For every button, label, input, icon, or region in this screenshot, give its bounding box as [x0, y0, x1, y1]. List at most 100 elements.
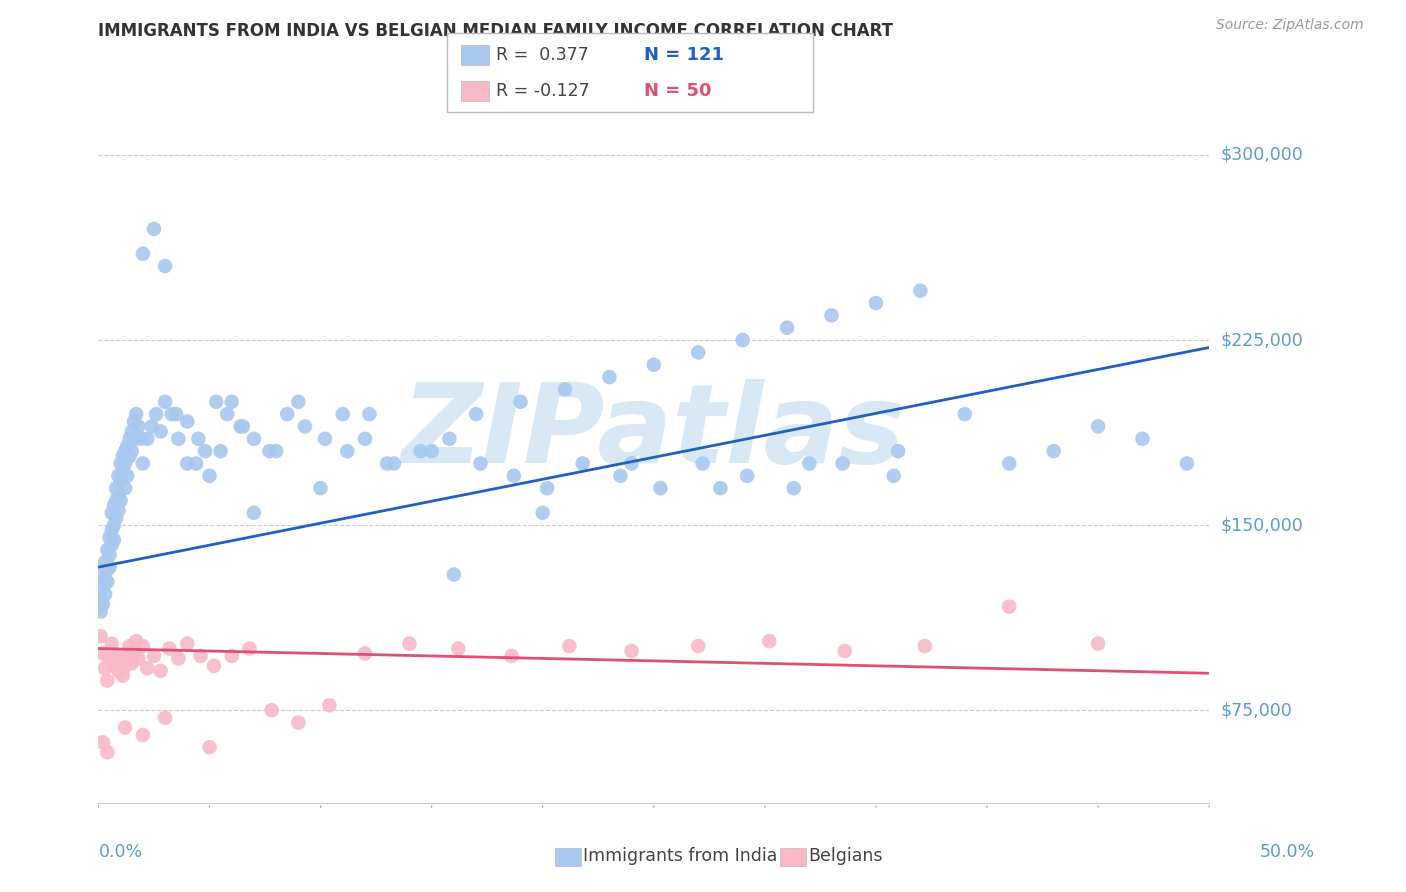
Point: [420, 444, 443, 458]
Point: [443, 567, 465, 582]
Point: [554, 383, 576, 397]
Text: Source: ZipAtlas.com: Source: ZipAtlas.com: [1216, 18, 1364, 32]
Point: [125, 407, 148, 421]
Point: [276, 407, 298, 421]
Point: [127, 651, 149, 665]
Point: [90, 605, 112, 619]
Point: [187, 432, 209, 446]
Point: [887, 444, 910, 458]
Point: [783, 481, 806, 495]
Point: [260, 703, 283, 717]
Point: [121, 657, 143, 671]
Point: [238, 641, 260, 656]
Point: [465, 407, 488, 421]
Point: [294, 419, 316, 434]
Point: [110, 457, 132, 471]
Point: [865, 296, 887, 310]
Point: [1042, 444, 1064, 458]
Point: [96, 542, 118, 557]
Point: [692, 457, 714, 471]
Point: [111, 669, 134, 683]
Point: [105, 648, 128, 663]
Point: [318, 698, 340, 713]
Point: [609, 468, 631, 483]
Point: [447, 641, 470, 656]
Point: [375, 457, 398, 471]
Point: [470, 457, 492, 471]
Point: [100, 523, 122, 537]
Point: [221, 648, 243, 663]
Point: [132, 639, 155, 653]
Text: N = 121: N = 121: [644, 46, 724, 64]
Point: [143, 222, 166, 236]
Point: [620, 644, 643, 658]
Point: [620, 457, 643, 471]
Point: [287, 715, 309, 730]
Point: [264, 444, 287, 458]
Point: [103, 533, 125, 547]
Point: [107, 503, 129, 517]
Point: [731, 333, 754, 347]
Point: [354, 432, 377, 446]
Point: [127, 419, 149, 434]
Point: [149, 664, 172, 678]
Point: [910, 284, 932, 298]
Point: [799, 457, 821, 471]
Point: [122, 647, 145, 661]
Point: [758, 634, 780, 648]
Text: $75,000: $75,000: [1220, 701, 1292, 719]
Point: [176, 637, 198, 651]
Point: [118, 639, 141, 653]
Point: [132, 728, 155, 742]
Point: [314, 432, 336, 446]
Point: [382, 457, 405, 471]
Point: [332, 407, 354, 421]
Point: [98, 531, 121, 545]
Point: [205, 394, 228, 409]
Text: 0.0%: 0.0%: [98, 843, 142, 861]
Point: [110, 493, 132, 508]
Point: [501, 648, 523, 663]
Point: [98, 548, 121, 562]
Point: [98, 560, 121, 574]
Point: [114, 457, 136, 471]
Point: [129, 432, 152, 446]
Point: [287, 394, 309, 409]
Point: [100, 637, 122, 651]
Point: [114, 658, 136, 673]
Point: [111, 464, 134, 478]
Point: [776, 320, 799, 334]
Point: [110, 654, 132, 668]
Point: [1132, 432, 1154, 446]
Point: [998, 457, 1021, 471]
Point: [96, 673, 118, 688]
Point: [190, 648, 212, 663]
Point: [125, 634, 148, 648]
Point: [105, 481, 128, 495]
Point: [883, 468, 905, 483]
Point: [94, 573, 117, 587]
Point: [688, 345, 710, 359]
Point: [1087, 637, 1109, 651]
Point: [121, 425, 143, 439]
Point: [359, 407, 381, 421]
Point: [834, 644, 856, 658]
Point: [94, 587, 117, 601]
Point: [91, 647, 114, 661]
Point: [103, 518, 125, 533]
Text: Belgians: Belgians: [808, 847, 883, 865]
Point: [103, 499, 125, 513]
Point: [121, 444, 143, 458]
Point: [117, 648, 139, 663]
Point: [159, 641, 181, 656]
Point: [110, 474, 132, 488]
Point: [167, 432, 190, 446]
Point: [953, 407, 976, 421]
Point: [243, 432, 266, 446]
Point: [94, 661, 117, 675]
Point: [105, 510, 128, 524]
Point: [309, 481, 332, 495]
Point: [398, 637, 420, 651]
Point: [122, 415, 145, 429]
Point: [354, 647, 377, 661]
